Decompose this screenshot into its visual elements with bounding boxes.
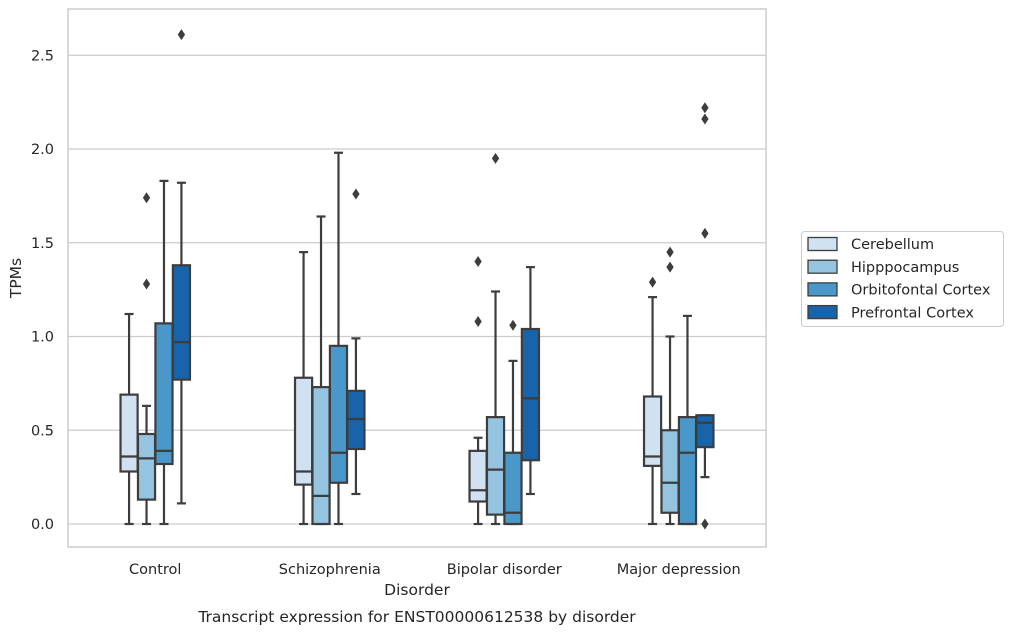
box [119,393,139,473]
legend: Cerebellum Hipppocampus Orbitofontal Corte… [801,231,1004,327]
box-group [293,251,314,526]
box [485,416,506,516]
legend-label: Cerebellum [851,237,934,253]
box-group [119,312,139,526]
legend-label: Prefrontal Cortex [851,305,974,321]
y-tick-label: 2.5 [31,48,54,64]
box [311,386,331,526]
box [660,429,680,514]
box-group [660,246,680,526]
legend-swatch [807,282,838,297]
legend-swatch [807,236,838,252]
outlier-point [509,319,517,331]
box [154,322,174,466]
box-group [171,29,192,505]
plot-frame [67,8,767,548]
box-group [695,102,715,530]
y-axis-label: TPMs [7,258,25,299]
outlier-point [701,113,709,125]
box-group [346,188,366,496]
legend-frame [801,231,1004,327]
outlier-point [474,255,482,268]
outlier-point [142,192,151,204]
legend-swatch [807,259,838,274]
legend-label: Hipppocampus [851,260,959,276]
outlier-point [701,518,709,530]
box-group [468,255,488,526]
outlier-point [142,278,151,290]
legend-label: Orbitofontal Cortex [851,283,991,299]
box [136,432,157,501]
box [520,327,541,462]
legend-swatch [807,304,838,320]
y-tick-label: 1.5 [31,236,54,252]
box-group [520,266,541,496]
box [171,264,192,381]
box [468,449,488,503]
box-group [677,314,698,526]
x-tick-label: Control [129,562,181,578]
outlier-point [474,315,482,328]
box-group [311,215,331,526]
outlier-point [701,227,709,239]
boxes [119,29,715,530]
outlier-point [352,188,360,200]
x-tick-label: Bipolar disorder [447,562,562,578]
box [695,414,715,449]
outlier-point [701,102,709,114]
outlier-point [666,261,674,273]
y-tick-label: 2.0 [31,142,54,158]
box-group [154,179,174,526]
x-tick-label: Schizophrenia [279,562,381,578]
box-group [503,319,523,526]
box-group [485,152,506,526]
x-tick-label: Major depression [617,562,741,578]
plot-border [67,8,767,548]
box-group [642,276,663,526]
outlier-point [648,276,657,288]
y-tick-label: 0.5 [31,423,54,439]
y-tick-label: 0.0 [31,517,54,533]
box [328,344,349,484]
box-group [328,151,349,526]
chart-title: Transcript expression for ENST0000061253… [197,608,636,626]
tick-labels: 0.0 0.5 1.0 1.5 2.0 2.5 Control Schizophrenia Bi… [31,48,741,578]
y-tick-label: 1.0 [31,330,54,346]
box-group [136,192,157,526]
outlier-point [666,246,674,258]
box [503,451,523,526]
box [677,416,698,526]
x-axis-label: Disorder [384,581,450,599]
outlier-point [491,152,500,164]
outlier-point [177,29,186,41]
box [293,376,314,486]
